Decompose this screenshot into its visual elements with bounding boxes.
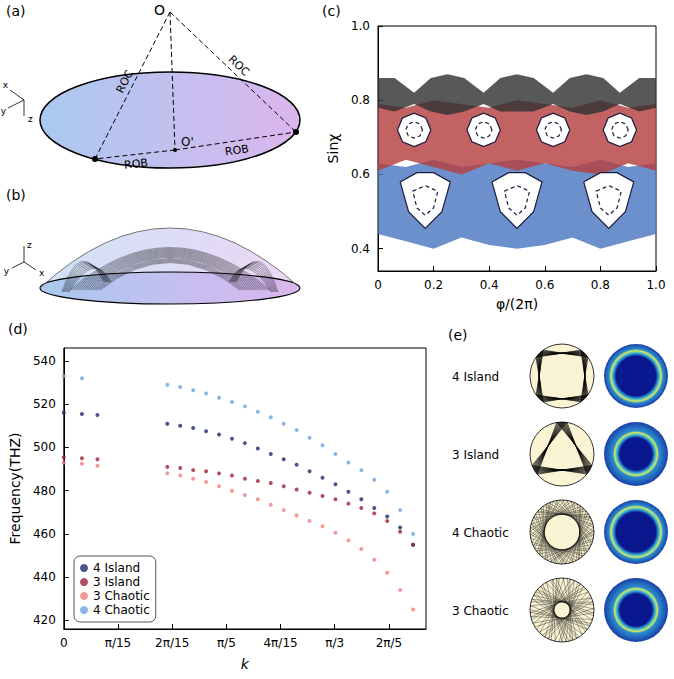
svg-text:520: 520 — [33, 397, 56, 411]
svg-text:0: 0 — [374, 278, 382, 292]
svg-text:0.4: 0.4 — [351, 242, 370, 256]
svg-text:y: y — [1, 106, 7, 116]
svg-text:ROC: ROC — [114, 68, 137, 96]
svg-text:ROB: ROB — [123, 156, 148, 172]
svg-text:x: x — [39, 268, 45, 278]
svg-text:y: y — [4, 266, 10, 276]
svg-text:0.8: 0.8 — [591, 278, 610, 292]
svg-text:440: 440 — [33, 570, 56, 584]
svg-text:540: 540 — [33, 354, 56, 368]
svg-text:(a): (a) — [6, 3, 26, 19]
svg-text:k: k — [241, 656, 250, 672]
svg-text:0.6: 0.6 — [535, 278, 554, 292]
svg-text:2π/15: 2π/15 — [155, 636, 189, 650]
svg-text:0.4: 0.4 — [480, 278, 499, 292]
svg-text:1.0: 1.0 — [646, 278, 665, 292]
svg-text:π/5: π/5 — [217, 636, 236, 650]
svg-text:4 Island: 4 Island — [452, 370, 499, 384]
svg-text:0.6: 0.6 — [351, 167, 370, 181]
svg-text:3 Chaotic: 3 Chaotic — [452, 604, 509, 618]
svg-text:π/3: π/3 — [325, 636, 344, 650]
svg-text:4 Chaotic: 4 Chaotic — [93, 603, 150, 617]
svg-text:4π/15: 4π/15 — [263, 636, 297, 650]
svg-text:Sinχ: Sinχ — [325, 134, 341, 164]
svg-text:3 Island: 3 Island — [452, 448, 499, 462]
svg-text:Frequency(THZ): Frequency(THZ) — [7, 433, 23, 545]
svg-text:ROB: ROB — [224, 142, 250, 158]
svg-text:0.8: 0.8 — [351, 93, 370, 107]
svg-text:3 Chaotic: 3 Chaotic — [93, 589, 150, 603]
svg-text:(b): (b) — [6, 187, 26, 203]
svg-text:460: 460 — [33, 527, 56, 541]
svg-text:O: O — [154, 2, 165, 18]
svg-text:ROC: ROC — [226, 53, 253, 79]
svg-text:O': O' — [181, 135, 194, 149]
svg-text:(c): (c) — [322, 3, 341, 19]
svg-text:x: x — [3, 80, 9, 90]
svg-text:z: z — [28, 114, 33, 124]
svg-text:(d): (d) — [8, 321, 28, 337]
svg-text:π/15: π/15 — [105, 636, 132, 650]
svg-text:(e): (e) — [448, 327, 468, 343]
svg-text:φ/(2π): φ/(2π) — [496, 296, 538, 312]
svg-text:420: 420 — [33, 613, 56, 627]
svg-text:500: 500 — [33, 440, 56, 454]
svg-text:0: 0 — [60, 636, 68, 650]
svg-text:3 Island: 3 Island — [93, 575, 140, 589]
svg-text:0.2: 0.2 — [424, 278, 443, 292]
svg-text:1.0: 1.0 — [351, 19, 370, 33]
svg-text:4 Island: 4 Island — [93, 561, 140, 575]
svg-text:2π/5: 2π/5 — [376, 636, 403, 650]
svg-text:z: z — [27, 240, 32, 250]
svg-text:4 Chaotic: 4 Chaotic — [452, 526, 509, 540]
svg-text:480: 480 — [33, 484, 56, 498]
